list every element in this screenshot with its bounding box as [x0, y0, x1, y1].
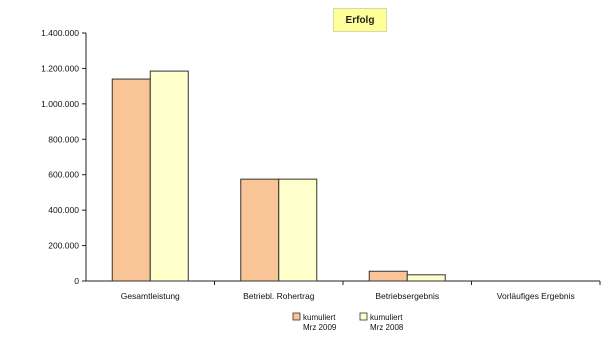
- bar: [240, 178, 280, 282]
- bars: [111, 70, 446, 282]
- y-tick-label: 800.000: [48, 134, 79, 144]
- y-tick-label: 1.400.000: [41, 28, 79, 38]
- y-tick-label: 1.200.000: [41, 63, 79, 73]
- chart-title: Erfolg: [333, 8, 387, 32]
- y-tick-labels: 0 200.000 400.000 600.000 800.000 1.000.000 1.…: [41, 28, 79, 286]
- y-tick-label: 400.000: [48, 205, 79, 215]
- bar: [278, 178, 318, 282]
- legend-label: Mrz 2008: [370, 323, 404, 332]
- legend-swatch: [292, 312, 301, 321]
- category-labels: Gesamtleistung Betriebl. Rohertrag Betrieb…: [121, 291, 575, 301]
- legend-label: kumuliert: [303, 313, 336, 322]
- y-tick-label: 1.000.000: [41, 99, 79, 109]
- category-label: Gesamtleistung: [121, 291, 180, 301]
- category-label: Betriebl. Rohertrag: [243, 291, 315, 301]
- category-label: Betriebsergebnis: [375, 291, 439, 301]
- legend-label: kumuliert: [370, 313, 403, 322]
- bar: [111, 78, 151, 282]
- category-label: Vorläufiges Ergebnis: [497, 291, 575, 301]
- bar: [406, 274, 446, 282]
- y-tick-label: 200.000: [48, 241, 79, 251]
- legend-label: Mrz 2009: [303, 323, 337, 332]
- bar: [368, 270, 408, 282]
- y-tick-label: 600.000: [48, 170, 79, 180]
- y-tick-label: 0: [74, 276, 79, 286]
- legend-swatch: [359, 312, 368, 321]
- bar: [149, 70, 189, 282]
